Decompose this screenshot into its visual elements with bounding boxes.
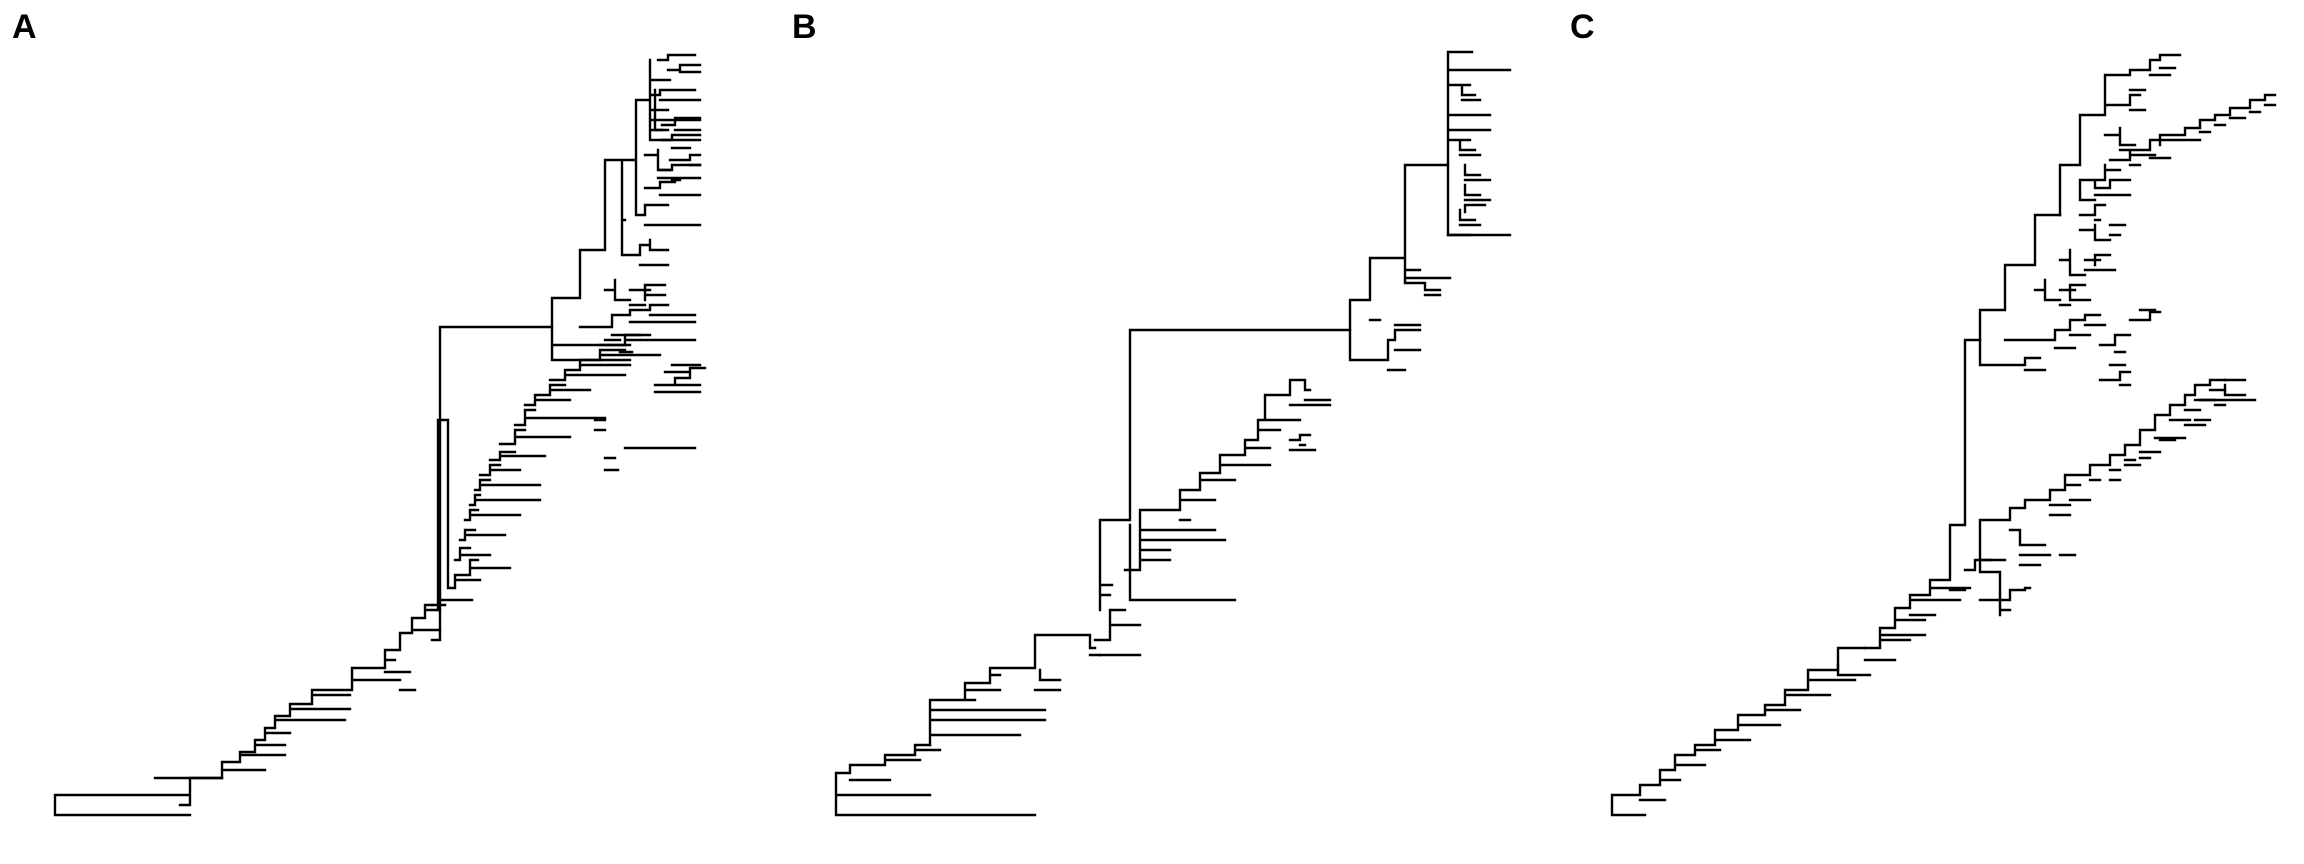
tree-b-root (834, 743, 1037, 817)
tree-c-top-clade-extra (2078, 203, 2162, 387)
tree-c-lower-clade-tips (2048, 378, 2257, 557)
tree-b (834, 50, 1512, 817)
tree-c-top-clade (2058, 53, 2277, 277)
tree-a-main-stem (430, 325, 554, 642)
tree-a-upper-clade-inner (653, 88, 702, 182)
panel-label-b: B (792, 8, 817, 46)
tree-c (1610, 53, 2277, 817)
tree-a-lower-clade (436, 333, 697, 612)
tree-a (53, 53, 707, 817)
tree-b-lower-clade (1123, 378, 1332, 572)
tree-c-upper-clade (1978, 213, 2107, 372)
panel-label-c: C (1570, 8, 1595, 46)
tree-a-upper-clade (550, 53, 702, 362)
panel-label-a: A (12, 8, 37, 46)
tree-a-ladder-lower (153, 603, 442, 780)
tree-c-mid (1836, 338, 1992, 677)
tree-b-top-clade (1446, 50, 1512, 237)
tree-a-root-branches (53, 776, 224, 817)
tree-c-lower-clade (1978, 378, 2227, 617)
tree-b-lower-ladder (928, 633, 1102, 747)
tree-a-lower-clade-tips (593, 363, 707, 472)
tree-b-main-stem (1093, 328, 1352, 657)
tree-c-lower-ladder (1610, 646, 1867, 817)
tree-b-upper-clade (1348, 163, 1472, 372)
